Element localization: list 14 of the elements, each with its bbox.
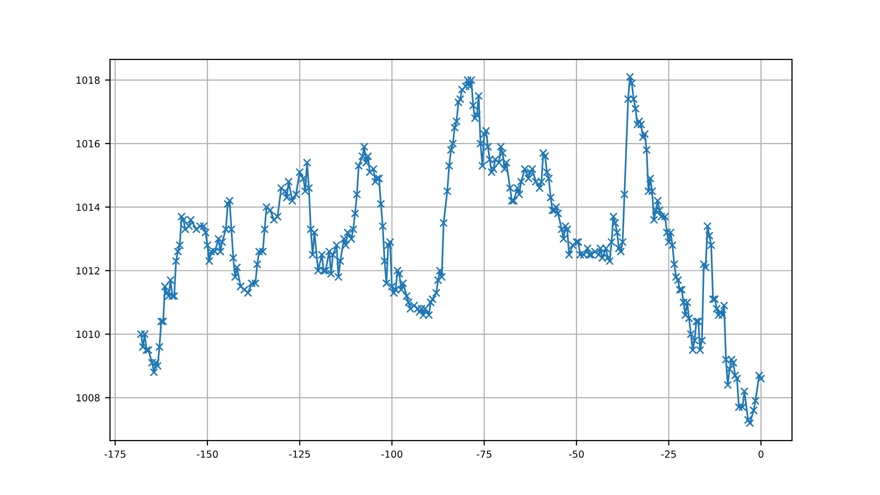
y-tick-label: 1008 — [76, 394, 100, 402]
y-tick-label: 1012 — [76, 267, 100, 274]
x-tick-label: 0 — [758, 450, 764, 458]
y-tick-label: 1014 — [76, 204, 100, 211]
x-tick-label: -25 — [661, 450, 676, 458]
x-tick-label: -175 — [104, 450, 126, 458]
y-tick-label: 1016 — [76, 140, 100, 148]
x-tick-label: -150 — [196, 450, 218, 458]
x-tick-label: -100 — [381, 450, 402, 458]
x-tick-label: -50 — [569, 450, 584, 458]
y-tick-label: 1018 — [76, 76, 100, 84]
x-tick-label: -75 — [476, 450, 492, 458]
y-tick-label: 1010 — [76, 330, 100, 338]
x-tick-label: -125 — [289, 450, 310, 458]
